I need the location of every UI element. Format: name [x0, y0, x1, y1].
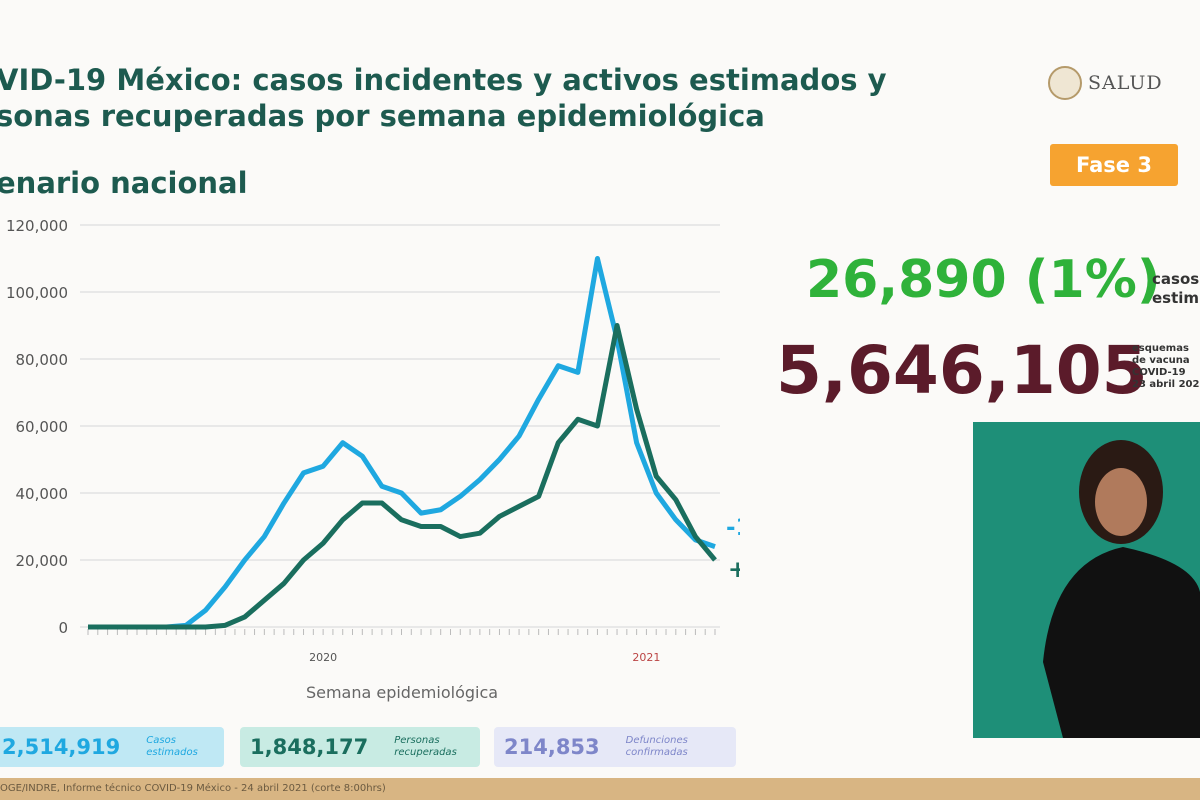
card-label: Defunciones confirmadas — [626, 735, 688, 759]
page-title: VID-19 México: casos incidentes y activo… — [0, 62, 887, 134]
x-tick-label: 2021 — [632, 651, 660, 664]
card-estimated-cases: 2,514,919 Casos estimados — [0, 727, 224, 767]
active-cases-value: 26,890 (1%) — [806, 250, 1161, 310]
active-cases-label: casos estim — [1152, 270, 1199, 308]
y-tick-label: 0 — [58, 619, 68, 637]
phase-badge: Fase 3 — [1050, 144, 1178, 186]
label-line: recuperadas — [394, 747, 457, 758]
interpreter-silhouette — [1043, 440, 1200, 738]
sign-language-interpreter-video — [973, 422, 1200, 738]
vaccine-value: 5,646,105 — [776, 332, 1148, 409]
label-line: Defunciones — [625, 735, 688, 746]
x-axis-label: Semana epidemiológica — [306, 683, 498, 702]
line-chart: 0 20,000 40,000 60,000 80,000 100,000 120,000 2… — [6, 217, 740, 702]
y-tick-label: 120,000 — [6, 217, 68, 235]
y-tick-label: 20,000 — [16, 552, 69, 570]
label-line: COVID-19 — [1132, 367, 1186, 378]
card-label: Casos estimados — [146, 735, 198, 759]
series-end-label: +10% — [728, 557, 740, 583]
card-recovered: 1,848,177 Personas recuperadas — [240, 727, 480, 767]
label-line: confirmadas — [625, 747, 688, 758]
y-tick-label: 60,000 — [16, 418, 69, 436]
label-line: casos — [1152, 270, 1200, 288]
y-tick-label: 100,000 — [6, 284, 68, 302]
card-value: 1,848,177 — [250, 735, 369, 759]
label-line: Personas — [394, 735, 440, 746]
label-line: Casos — [146, 735, 176, 746]
series-line-0 — [88, 256, 716, 630]
label-line: estimados — [146, 747, 198, 758]
label-line: 23 abril 202 — [1132, 379, 1200, 390]
x-tick-label: 2020 — [309, 651, 337, 664]
seal-icon — [1048, 66, 1082, 100]
label-line: de vacuna — [1132, 355, 1190, 366]
source-footer: OGE/INDRE, Informe técnico COVID-19 Méxi… — [0, 778, 1200, 800]
card-deaths: 214,853 Defunciones confirmadas — [494, 727, 736, 767]
series-end-label: -16% — [726, 515, 740, 541]
page-subtitle: enario nacional — [0, 166, 248, 200]
card-value: 214,853 — [504, 735, 600, 759]
y-tick-label: 80,000 — [16, 351, 69, 369]
y-tick-label: 40,000 — [16, 485, 69, 503]
label-line: esquemas — [1132, 343, 1189, 354]
label-line: estim — [1152, 289, 1200, 307]
logo-text: SALUD — [1088, 72, 1163, 94]
title-line-1: VID-19 México: casos incidentes y activo… — [0, 63, 887, 97]
salud-logo: SALUD — [1048, 66, 1163, 100]
card-label: Personas recuperadas — [394, 735, 457, 759]
card-value: 2,514,919 — [2, 735, 121, 759]
vaccine-label: esquemas de vacuna COVID-19 23 abril 202 — [1132, 343, 1199, 391]
title-line-2: sonas recuperadas por semana epidemiológ… — [0, 99, 765, 133]
